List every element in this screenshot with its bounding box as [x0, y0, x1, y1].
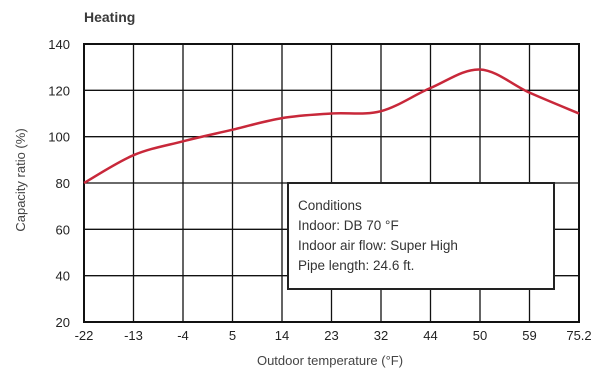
x-tick-label: 5 — [229, 328, 236, 343]
x-tick-label: 44 — [423, 328, 437, 343]
x-tick-label: -22 — [75, 328, 94, 343]
y-tick-label: 100 — [48, 130, 70, 145]
y-tick-label: 140 — [48, 37, 70, 52]
y-tick-label: 20 — [56, 315, 70, 330]
y-tick-label: 120 — [48, 83, 70, 98]
x-tick-label: -13 — [124, 328, 143, 343]
y-tick-label: 60 — [56, 222, 70, 237]
x-tick-label: 59 — [522, 328, 536, 343]
conditions-line: Conditions — [298, 198, 362, 213]
x-tick-label: 75.2 — [566, 328, 591, 343]
y-axis-label: Capacity ratio (%) — [13, 128, 28, 231]
conditions-box-frame — [287, 182, 555, 290]
y-tick-labels: 20 40 60 80 100 120 140 — [48, 37, 70, 330]
conditions-line: Pipe length: 24.6 ft. — [298, 258, 414, 273]
chart-title: Heating — [84, 9, 135, 25]
x-tick-label: 14 — [275, 328, 289, 343]
conditions-text: Conditions Indoor: DB 70 °F Indoor air flo… — [298, 198, 458, 273]
x-tick-label: 32 — [374, 328, 388, 343]
series-line-capacity — [83, 68, 580, 185]
x-tick-labels: -22 -13 -4 5 14 23 32 44 50 59 75.2 — [75, 328, 592, 343]
conditions-box: Conditions Indoor: DB 70 °F Indoor air flo… — [287, 182, 555, 290]
y-tick-label: 40 — [56, 269, 70, 284]
conditions-line: Indoor air flow: Super High — [298, 238, 458, 253]
conditions-line: Indoor: DB 70 °F — [298, 218, 399, 233]
x-tick-label: -4 — [177, 328, 189, 343]
y-tick-label: 80 — [56, 176, 70, 191]
x-tick-label: 50 — [473, 328, 487, 343]
x-tick-label: 23 — [324, 328, 338, 343]
x-axis-label: Outdoor temperature (°F) — [257, 353, 403, 368]
